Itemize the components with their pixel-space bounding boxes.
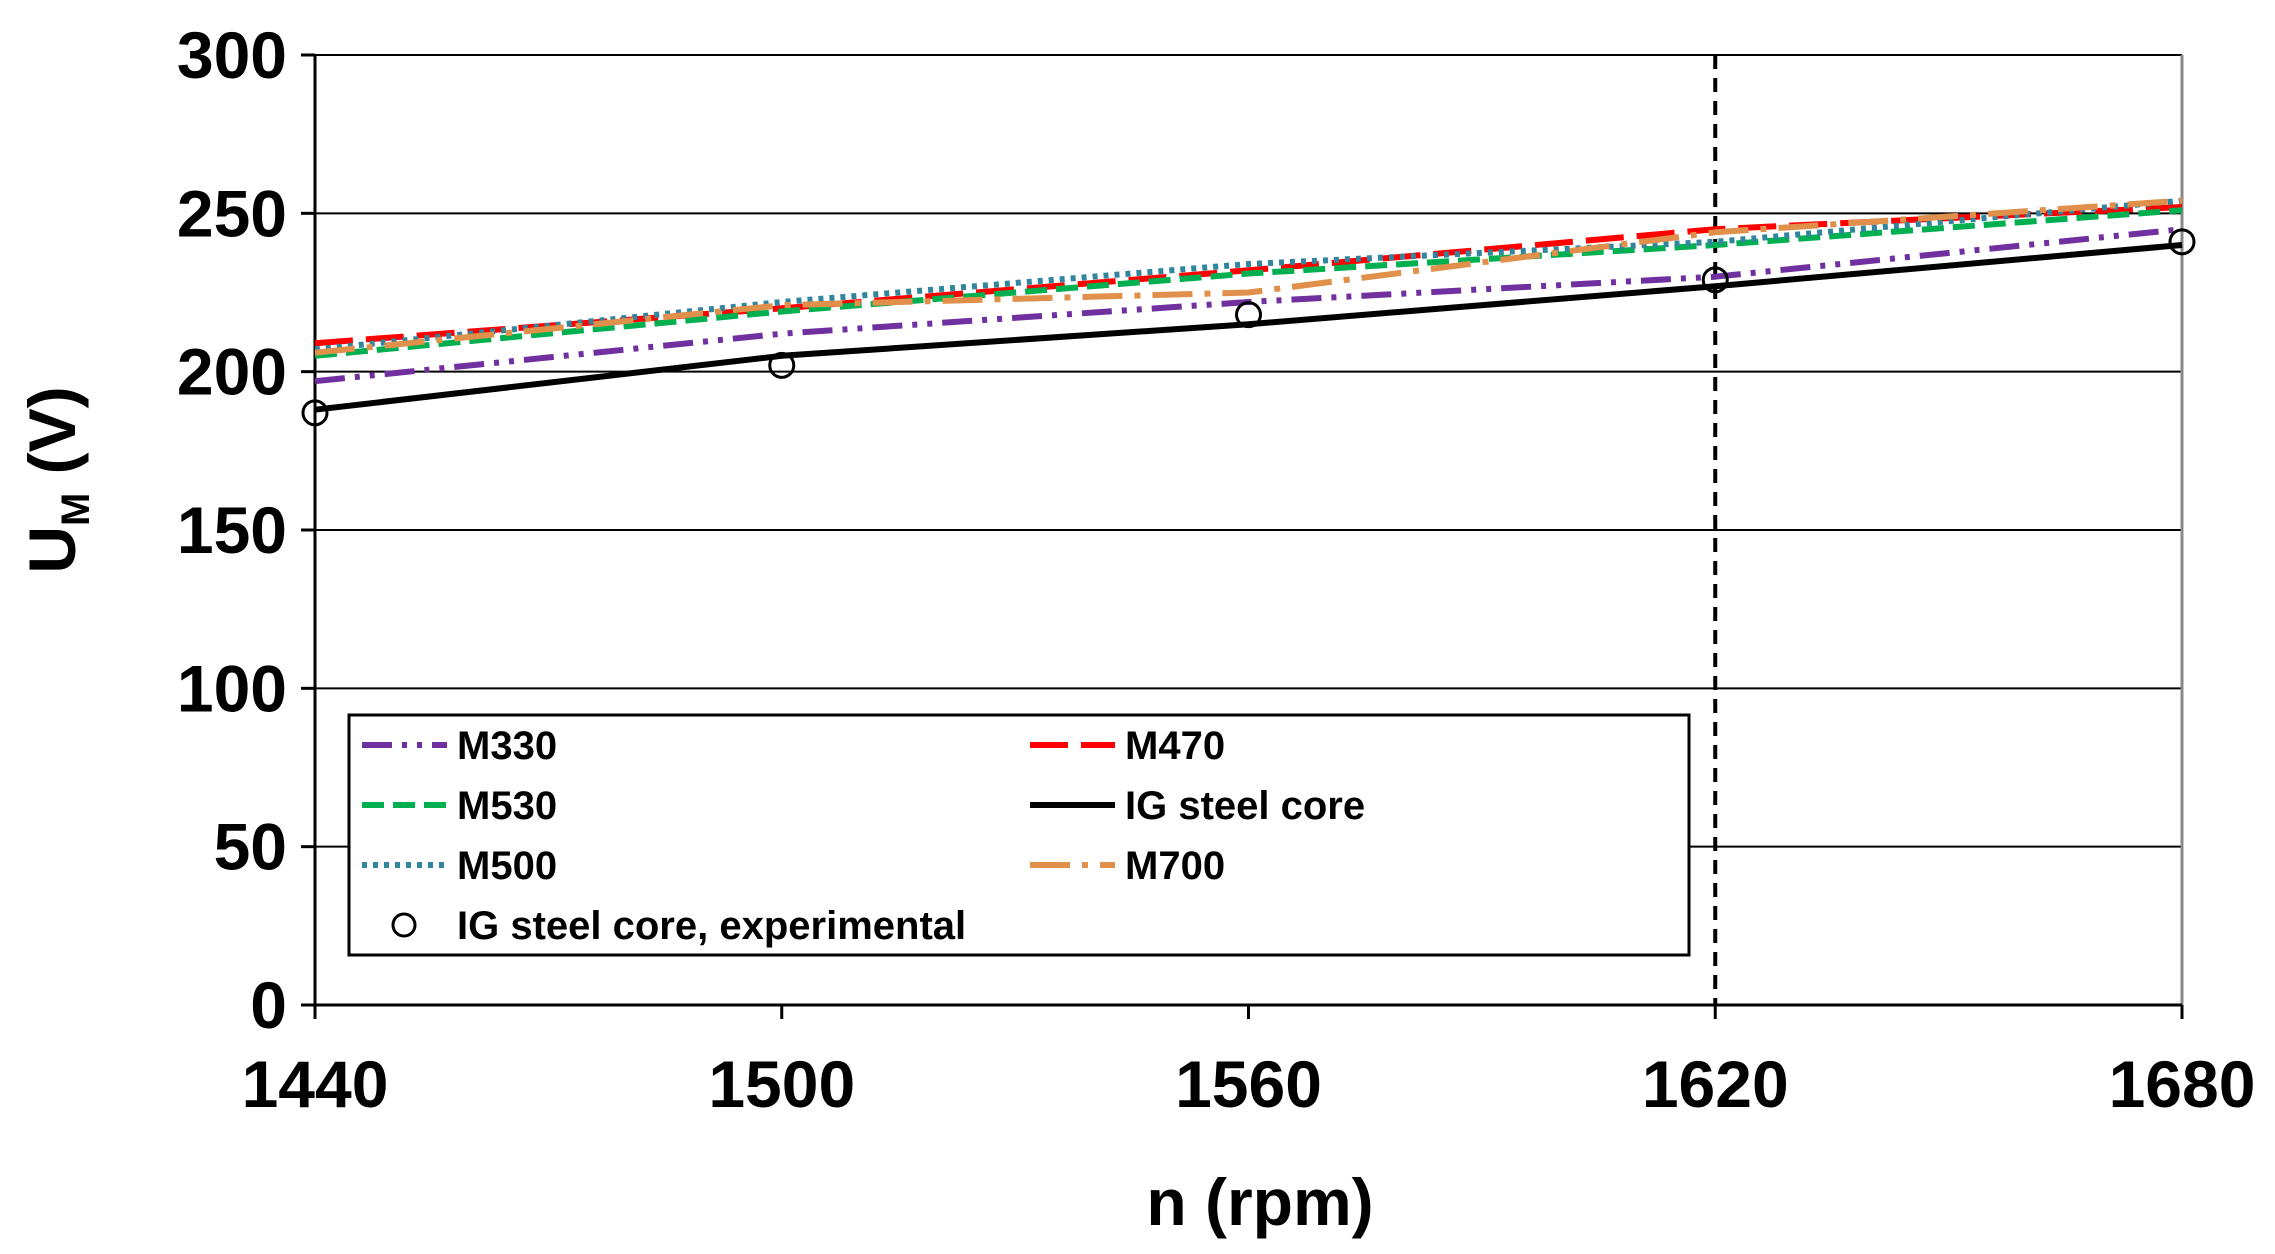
legend-label-m530: M530 [457, 784, 557, 828]
experimental-point-1440 [301, 399, 329, 427]
experimental-point-1560 [1235, 301, 1262, 329]
x-tick-label-1560: 1560 [1175, 1047, 1322, 1121]
series-line-m330 [314, 226, 2183, 385]
experimental-point-1620 [1701, 266, 1729, 294]
y-tick-label-250: 250 [177, 176, 287, 250]
legend-swatch-ig-steel-core-experimental [391, 912, 417, 938]
y-tick-label-150: 150 [177, 493, 287, 567]
legend: M330 M470 M530 IG steel core M500 M700 IG stee… [347, 713, 1691, 957]
y-axis-title-sub: M [54, 493, 98, 526]
y-tick-label-50: 50 [214, 810, 287, 884]
y-tick-label-100: 100 [177, 651, 287, 725]
x-tick-label-1680: 1680 [2109, 1047, 2256, 1121]
axes [301, 53, 2184, 1019]
series-line-ig-steel-core [314, 242, 2183, 413]
y-tick-label-200: 200 [177, 335, 287, 409]
legend-label-m330: M330 [457, 724, 557, 768]
legend-label-m500: M500 [457, 844, 557, 888]
y-tick-labels: 0 50 100 150 200 250 300 [177, 18, 287, 1042]
series-group [314, 197, 2183, 413]
x-tick-label-1620: 1620 [1642, 1047, 1789, 1121]
legend-label-m470: M470 [1125, 724, 1225, 768]
experimental-point-1500 [768, 351, 796, 379]
y-tick-label-300: 300 [177, 18, 287, 92]
series-line-m530 [314, 207, 2183, 359]
legend-label-ig-steel-core-experimental: IG steel core, experimental [457, 904, 966, 948]
y-axis-title-unit: (V) [15, 386, 89, 492]
y-tick-label-0: 0 [250, 968, 287, 1042]
x-tick-label-1500: 1500 [708, 1047, 855, 1121]
legend-label-ig-steel-core: IG steel core [1125, 784, 1365, 828]
series-line-m700 [314, 197, 2183, 356]
experimental-point-1680 [2168, 228, 2196, 256]
legend-box [347, 713, 1691, 957]
y-axis-title: UM (V) [15, 386, 98, 573]
x-tick-label-1440: 1440 [242, 1047, 389, 1121]
x-axis-title: n (rpm) [1146, 1165, 1373, 1239]
legend-label-m700: M700 [1125, 844, 1225, 888]
series-line-m500 [314, 197, 2183, 353]
x-tick-labels: 1440 1500 1560 1620 1680 [242, 1047, 2256, 1121]
experimental-markers [301, 228, 2196, 427]
y-axis-title-main: U [15, 526, 89, 574]
